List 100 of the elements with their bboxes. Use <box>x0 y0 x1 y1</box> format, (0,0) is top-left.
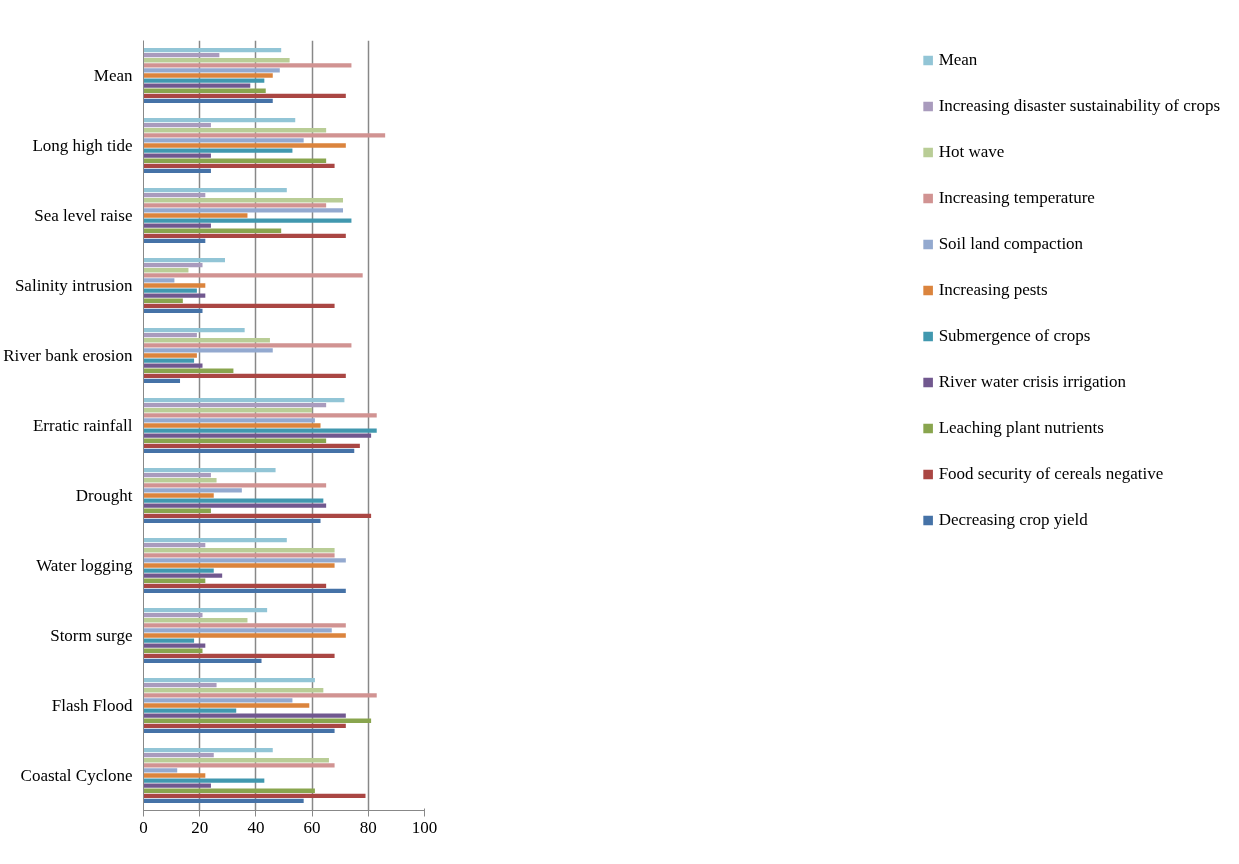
bar <box>143 47 282 53</box>
bar <box>143 413 377 418</box>
y-tick-label: Long high tide <box>32 136 133 155</box>
legend-label: Soil land compaction <box>938 234 1084 254</box>
bar <box>143 752 214 758</box>
bar <box>143 402 327 408</box>
bar <box>143 648 203 653</box>
bar <box>143 793 366 799</box>
bar <box>143 698 293 703</box>
bar <box>143 778 265 783</box>
bar <box>143 338 270 343</box>
bar <box>143 223 211 228</box>
bar <box>143 633 346 638</box>
bar <box>143 583 327 589</box>
bar <box>143 408 313 413</box>
bar <box>143 192 206 198</box>
bar <box>143 358 195 363</box>
bar <box>143 158 327 163</box>
bar <box>143 213 248 218</box>
bar <box>143 303 335 309</box>
bar <box>143 658 262 664</box>
x-tick-label: 0 <box>139 817 148 837</box>
y-tick-label: Sea level raise <box>34 206 133 225</box>
y-tick-label: Mean <box>93 66 133 85</box>
y-tick-label: Erratic rainfall <box>32 416 133 435</box>
bar <box>143 153 211 158</box>
bar <box>143 472 211 478</box>
bar <box>143 63 352 68</box>
bar <box>143 262 203 268</box>
bar <box>143 713 346 718</box>
y-tick-label: Coastal Cyclone <box>20 766 133 785</box>
y-tick-label: Salinity intrusion <box>14 276 133 295</box>
bar <box>143 78 265 83</box>
x-tick-label: 40 <box>247 817 265 837</box>
bar <box>143 677 315 683</box>
bar <box>143 513 372 519</box>
legend-label: Decreasing crop yield <box>938 510 1088 530</box>
bar <box>143 688 324 693</box>
bar <box>143 518 321 524</box>
bar <box>143 218 352 223</box>
bar <box>143 783 211 788</box>
bar <box>143 373 346 379</box>
bar <box>143 327 245 333</box>
bar <box>143 618 248 623</box>
bar <box>143 228 282 233</box>
bar <box>143 298 183 303</box>
legend-label: Increasing pests <box>938 280 1048 300</box>
bar <box>143 73 273 78</box>
bar <box>143 443 360 449</box>
bar <box>143 768 178 773</box>
bar <box>143 607 268 613</box>
bar <box>143 488 242 493</box>
bar <box>143 378 181 384</box>
bar <box>143 558 346 563</box>
bar <box>143 423 321 428</box>
bar <box>143 343 352 348</box>
bar <box>143 763 335 768</box>
bar <box>143 128 327 133</box>
bar <box>143 747 273 753</box>
bar <box>143 93 346 99</box>
bar <box>143 498 324 503</box>
bar <box>143 187 287 193</box>
bar <box>143 418 315 423</box>
legend-label: Mean <box>938 50 978 70</box>
bar <box>143 148 293 153</box>
legend-label: Food security of cereals negative <box>938 464 1164 484</box>
y-tick-label: Drought <box>75 486 133 505</box>
bar <box>143 433 372 438</box>
y-tick-label: Storm surge <box>50 626 133 645</box>
bar <box>143 493 214 498</box>
bar <box>143 363 203 368</box>
bar <box>143 368 234 373</box>
bar <box>143 208 344 213</box>
x-tick-label: 60 <box>303 817 321 837</box>
bar <box>143 628 332 633</box>
x-tick-label: 100 <box>411 817 438 837</box>
bar <box>143 397 345 403</box>
bar <box>143 348 273 353</box>
bar <box>143 563 335 568</box>
bar <box>143 273 363 278</box>
bar <box>143 88 266 93</box>
bar <box>143 773 206 778</box>
legend-label: Hot wave <box>938 142 1005 162</box>
bar <box>143 278 175 283</box>
bar <box>143 133 386 138</box>
bar <box>143 308 203 314</box>
bar <box>143 168 211 174</box>
bar <box>143 612 203 618</box>
bar <box>143 798 304 804</box>
bar <box>143 758 329 763</box>
bar <box>143 438 327 443</box>
bar <box>143 83 251 88</box>
bar <box>143 638 195 643</box>
bar <box>143 718 372 723</box>
bar <box>143 682 217 688</box>
bar <box>143 483 327 488</box>
bar <box>143 653 335 659</box>
bar <box>143 163 335 169</box>
bar <box>143 138 304 143</box>
bar <box>143 578 206 583</box>
